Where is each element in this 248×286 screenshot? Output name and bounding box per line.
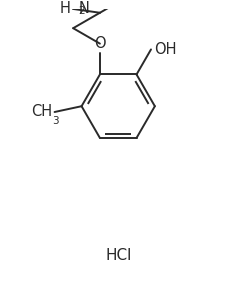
Text: 3: 3 (53, 116, 59, 126)
Text: H: H (60, 1, 71, 16)
Text: 2: 2 (78, 6, 85, 16)
Text: CH: CH (31, 104, 53, 120)
Text: HCl: HCl (105, 248, 131, 263)
Text: N: N (78, 1, 89, 16)
Text: OH: OH (154, 42, 176, 57)
Text: O: O (94, 36, 106, 51)
